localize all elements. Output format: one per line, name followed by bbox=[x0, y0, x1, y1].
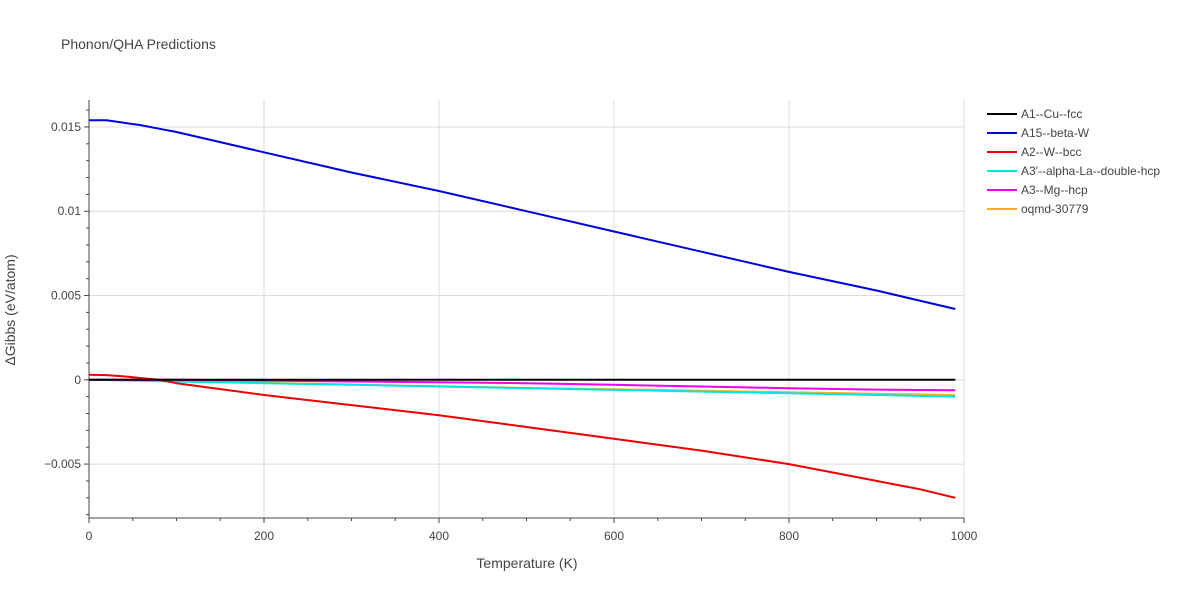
y-tick-label: 0.015 bbox=[51, 120, 81, 134]
series-line-a3-alpha-la-double-hcp[interactable] bbox=[88, 378, 956, 398]
legend-item[interactable]: A1--Cu--fcc bbox=[987, 107, 1082, 121]
legend-label: A3'--alpha-La--double-hcp bbox=[1021, 164, 1160, 178]
y-axis-label: ΔGibbs (eV/atom) bbox=[2, 254, 18, 365]
legend-label: A15--beta-W bbox=[1021, 126, 1090, 140]
y-axis-ticks: −0.005 0 0.005 0.01 0.015 bbox=[44, 120, 81, 471]
legend-item[interactable]: A2--W--bcc bbox=[987, 145, 1081, 159]
legend-label: A3--Mg--hcp bbox=[1021, 183, 1088, 197]
x-axis-label: Temperature (K) bbox=[476, 555, 577, 571]
plot-area[interactable] bbox=[88, 119, 956, 499]
legend-item[interactable]: A3--Mg--hcp bbox=[987, 183, 1088, 197]
axes bbox=[84, 100, 965, 523]
y-tick-label: 0.01 bbox=[58, 204, 82, 218]
legend-label: oqmd-30779 bbox=[1021, 202, 1089, 216]
y-tick-label: 0 bbox=[74, 373, 81, 387]
legend-item[interactable]: A15--beta-W bbox=[987, 126, 1090, 140]
chart-title: Phonon/QHA Predictions bbox=[61, 36, 216, 52]
x-tick-label: 800 bbox=[779, 529, 799, 543]
y-tick-label: −0.005 bbox=[44, 457, 81, 471]
x-tick-label: 600 bbox=[604, 529, 624, 543]
y-tick-label: 0.005 bbox=[51, 289, 81, 303]
x-tick-label: 400 bbox=[429, 529, 449, 543]
x-axis-ticks: 0 200 400 600 800 1000 bbox=[86, 529, 978, 543]
series-line-a2-w-bcc[interactable] bbox=[88, 373, 956, 499]
grid bbox=[89, 100, 965, 518]
legend-label: A2--W--bcc bbox=[1021, 145, 1081, 159]
legend-item[interactable]: oqmd-30779 bbox=[987, 202, 1089, 216]
legend-item[interactable]: A3'--alpha-La--double-hcp bbox=[987, 164, 1160, 178]
x-tick-label: 0 bbox=[86, 529, 93, 543]
x-tick-label: 200 bbox=[254, 529, 274, 543]
series-line-a15-beta-w[interactable] bbox=[89, 119, 956, 310]
legend[interactable]: A1--Cu--fcc A15--beta-W A2--W--bcc A3'--alp… bbox=[987, 107, 1160, 216]
legend-label: A1--Cu--fcc bbox=[1021, 107, 1082, 121]
x-tick-label: 1000 bbox=[951, 529, 978, 543]
